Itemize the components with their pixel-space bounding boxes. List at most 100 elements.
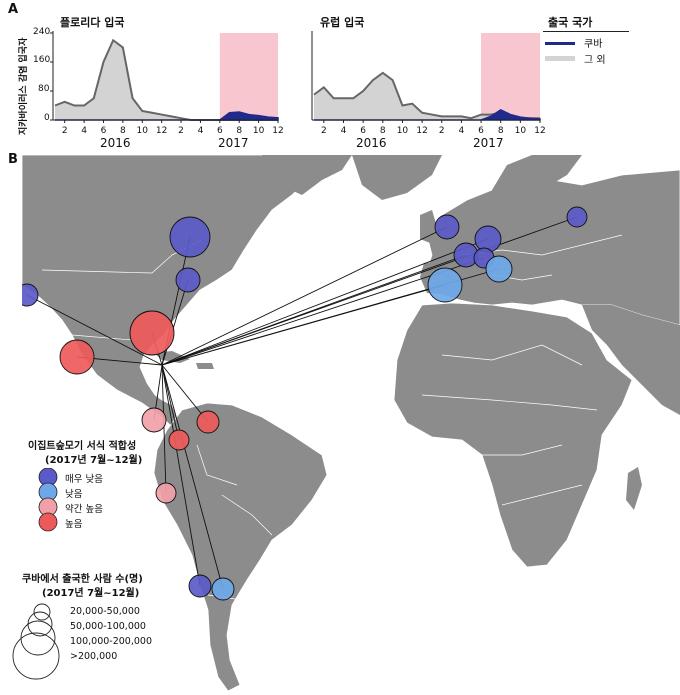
circle-chile: [188, 574, 212, 598]
world-map: [15, 154, 680, 692]
circle-colombia: [168, 429, 190, 451]
circle-usa: [129, 310, 175, 356]
landmass-hispaniola: [196, 363, 214, 369]
connection-line: [161, 364, 201, 587]
suitability-swatch-high: [38, 512, 58, 532]
landmass-canada-arctic: [262, 155, 352, 195]
landmass-madagascar: [626, 467, 642, 510]
circle-germany: [474, 225, 502, 253]
landmass-middle-east: [582, 305, 680, 415]
landmass-scandinavia: [492, 155, 582, 225]
florida-xtick-label: 2: [62, 126, 68, 136]
legend-swatch-cuba: [545, 42, 575, 45]
circle-russia: [566, 206, 588, 228]
legend-divider: [543, 31, 629, 32]
ytick-160: 160: [33, 55, 51, 65]
florida-chart: 2 4 6 8 10 12 2 4 6 8 10 12 2 4 6 8 10 12 2 4 6 8 10 12: [50, 31, 546, 136]
florida-xtick-label: 10: [137, 126, 149, 136]
suitability-label-somewhat-high: 약간 높음: [65, 504, 103, 515]
europe-xtick-label: 10: [515, 126, 527, 136]
florida-xtick-label: 6: [101, 126, 107, 136]
size-circle-20k-50k: [33, 603, 51, 621]
florida-xtick-label: 12: [272, 126, 283, 136]
europe-xtick-label: 2: [439, 126, 445, 136]
circle-uk: [434, 214, 460, 240]
europe-xtick-label: 12: [416, 126, 427, 136]
connection-line: [161, 284, 446, 366]
suitability-label-high: 높음: [65, 519, 83, 530]
florida-xtick-label: 6: [217, 126, 223, 136]
ytick-240: 240: [33, 27, 51, 37]
florida-xtick-label: 2: [178, 126, 184, 136]
europe-chart-title: 유럽 입국: [320, 16, 365, 29]
europe-xtick-label: 6: [360, 126, 366, 136]
connection-line: [161, 364, 180, 441]
connection-line: [161, 279, 189, 366]
panel-b-label: B: [8, 152, 18, 167]
europe-xtick-label: 2: [321, 126, 327, 136]
circle-mexico: [59, 339, 95, 375]
europe-xtick-label: 6: [478, 126, 484, 136]
connection-line: [26, 294, 163, 366]
suitability-legend-title-1: 이집트숲모기 서식 적합성: [28, 441, 137, 452]
legend-label-others: 그 외: [584, 55, 606, 66]
country-circles: [15, 206, 588, 601]
suitability-legend-swatches: [38, 468, 58, 532]
connection-line: [161, 238, 489, 366]
circle-venezuela: [196, 410, 220, 434]
suitability-label-very-low: 매우 낮음: [65, 474, 103, 485]
europe-xtick-label: 8: [380, 126, 386, 136]
europe-xtick-label: 4: [341, 126, 347, 136]
panel-a-label: A: [8, 2, 19, 17]
connection-line: [161, 364, 167, 494]
circle-canada-toronto: [175, 267, 201, 293]
size-label-20k-50k: 20,000-50,000: [70, 606, 140, 617]
europe-xtick-label: 4: [459, 126, 465, 136]
florida-xtick-label: 4: [81, 126, 87, 136]
florida-series-others-area: [55, 40, 278, 120]
florida-highlight-band: [219, 33, 278, 120]
florida-xtick-label: 8: [120, 126, 126, 136]
landmass-africa: [393, 302, 633, 568]
europe-year-2016: 2016: [356, 136, 387, 150]
connection-line: [161, 364, 224, 590]
landmass-south-america: [153, 402, 328, 692]
size-label-200k-plus: >200,000: [70, 651, 118, 662]
world-map-svg: [15, 154, 680, 692]
chart-legend-title: 출국 국가: [548, 16, 593, 29]
legend-swatch-others: [545, 56, 575, 61]
circle-peru: [155, 482, 177, 504]
size-label-50k-100k: 50,000-100,000: [70, 621, 146, 632]
florida-xtick-label: 10: [253, 126, 265, 136]
circle-spain: [427, 267, 463, 303]
europe-series-others-area: [314, 72, 540, 120]
connection-line: [161, 226, 448, 366]
florida-year-2017: 2017: [218, 136, 249, 150]
size-legend-title-1: 쿠바에서 출국한 사람 수(명): [22, 574, 143, 585]
circle-canada-east: [169, 216, 211, 258]
suitability-label-low: 낮음: [65, 489, 83, 500]
europe-highlight-band: [481, 33, 540, 120]
europe-xtick-label: 8: [498, 126, 504, 136]
size-legend-circles: [12, 603, 60, 680]
florida-chart-title: 플로리다 입국: [60, 16, 125, 29]
circle-argentina: [211, 577, 235, 601]
europe-year-2017: 2017: [473, 136, 504, 150]
ytick-80: 80: [38, 84, 50, 94]
florida-xtick-label: 4: [198, 126, 204, 136]
florida-xtick-label: 8: [236, 126, 242, 136]
size-label-100k-200k: 100,000-200,000: [70, 636, 152, 647]
florida-xtick-label: 12: [156, 126, 167, 136]
suitability-legend-title-2: (2017년 7월~12월): [45, 455, 143, 466]
ytick-0: 0: [44, 113, 50, 123]
circle-panama: [141, 407, 167, 433]
size-legend-title-2: (2017년 7월~12월): [42, 588, 140, 599]
connection-line: [161, 364, 209, 423]
europe-xtick-label: 12: [534, 126, 545, 136]
landmass-uk: [420, 210, 437, 243]
circle-italy: [485, 255, 513, 283]
legend-label-cuba: 쿠바: [584, 39, 603, 50]
europe-xtick-label: 10: [397, 126, 409, 136]
landmass-greenland: [352, 155, 442, 200]
size-circle-200k-plus: [12, 632, 60, 680]
